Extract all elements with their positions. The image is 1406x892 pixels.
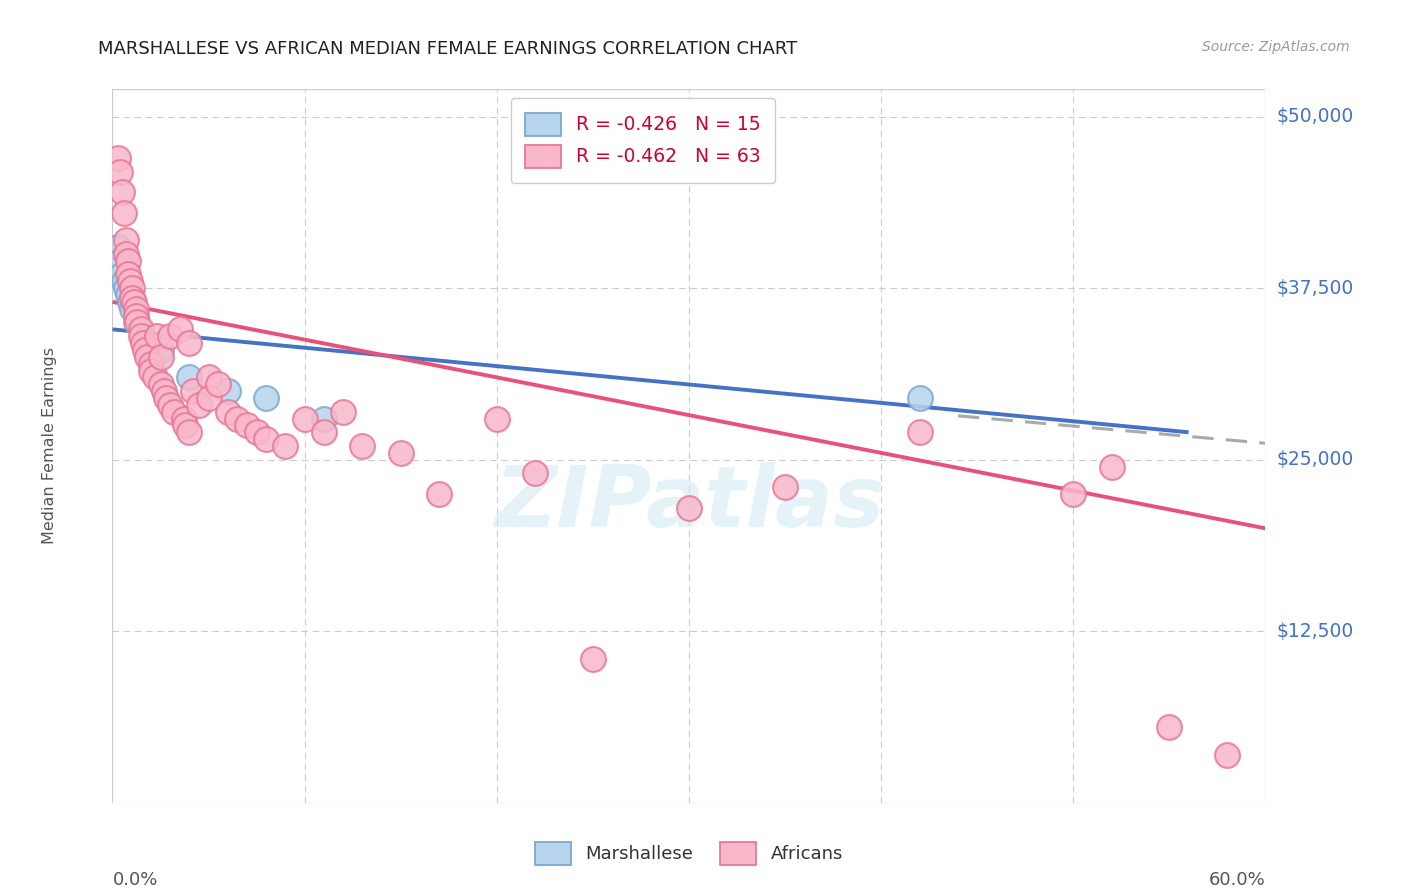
Point [124,301,146,316]
Point [108,253,131,268]
Point [107,151,129,165]
Point [179,425,201,440]
Point [134,343,156,357]
Point [197,370,219,384]
Point [139,363,162,377]
Point [139,357,162,371]
Text: $12,500: $12,500 [1277,622,1354,640]
Point [678,500,700,515]
Text: $50,000: $50,000 [1277,107,1354,126]
Point [173,411,195,425]
Point [217,384,239,398]
Point [107,240,129,254]
Point [352,439,374,453]
Point [127,316,149,330]
Point [332,405,354,419]
Point [163,405,186,419]
Point [149,343,172,357]
Point [115,247,138,261]
Point [122,294,145,309]
Point [115,281,138,295]
Point [1159,720,1181,734]
Point [124,309,146,323]
Point [1216,747,1239,762]
Point [312,425,335,440]
Point [108,164,131,178]
Point [179,336,201,351]
Point [169,322,191,336]
Text: MARSHALLESE VS AFRICAN MEDIAN FEMALE EARNINGS CORRELATION CHART: MARSHALLESE VS AFRICAN MEDIAN FEMALE EAR… [98,40,797,58]
Text: 0.0%: 0.0% [112,871,157,889]
Point [112,205,135,219]
Point [207,377,229,392]
Point [117,253,139,268]
Point [117,288,139,302]
Point [149,377,172,392]
Point [111,268,134,282]
Point [118,294,141,309]
Text: Median Female Earnings: Median Female Earnings [42,348,56,544]
Point [111,185,134,199]
Legend: Marshallese, Africans: Marshallese, Africans [527,835,851,872]
Point [112,274,135,288]
Point [143,370,166,384]
Point [582,651,605,665]
Point [121,291,143,305]
Point [1062,487,1084,501]
Point [121,301,143,316]
Point [217,405,239,419]
Point [124,316,146,330]
Point [118,274,141,288]
Point [485,411,508,425]
Point [427,487,450,501]
Point [254,391,277,405]
Point [115,233,138,247]
Point [149,350,172,364]
Point [155,391,177,405]
Point [129,322,153,336]
Point [132,336,155,351]
Point [524,467,547,481]
Text: ZIPatlas: ZIPatlas [494,461,884,545]
Point [312,411,335,425]
Point [1101,459,1123,474]
Text: Source: ZipAtlas.com: Source: ZipAtlas.com [1202,40,1350,54]
Point [145,329,167,343]
Point [153,384,176,398]
Point [179,370,201,384]
Point [236,418,259,433]
Text: $37,500: $37,500 [1277,278,1354,298]
Point [117,268,139,282]
Point [197,391,219,405]
Point [773,480,796,494]
Point [136,350,159,364]
Point [245,425,267,440]
Point [121,281,143,295]
Point [159,329,181,343]
Point [159,398,181,412]
Point [274,439,297,453]
Point [908,391,931,405]
Point [187,398,211,412]
Text: $25,000: $25,000 [1277,450,1354,469]
Point [181,384,204,398]
Point [294,411,316,425]
Point [389,446,412,460]
Point [226,411,249,425]
Point [174,418,197,433]
Point [129,329,153,343]
Point [254,432,277,446]
Text: 60.0%: 60.0% [1209,871,1265,889]
Point [908,425,931,440]
